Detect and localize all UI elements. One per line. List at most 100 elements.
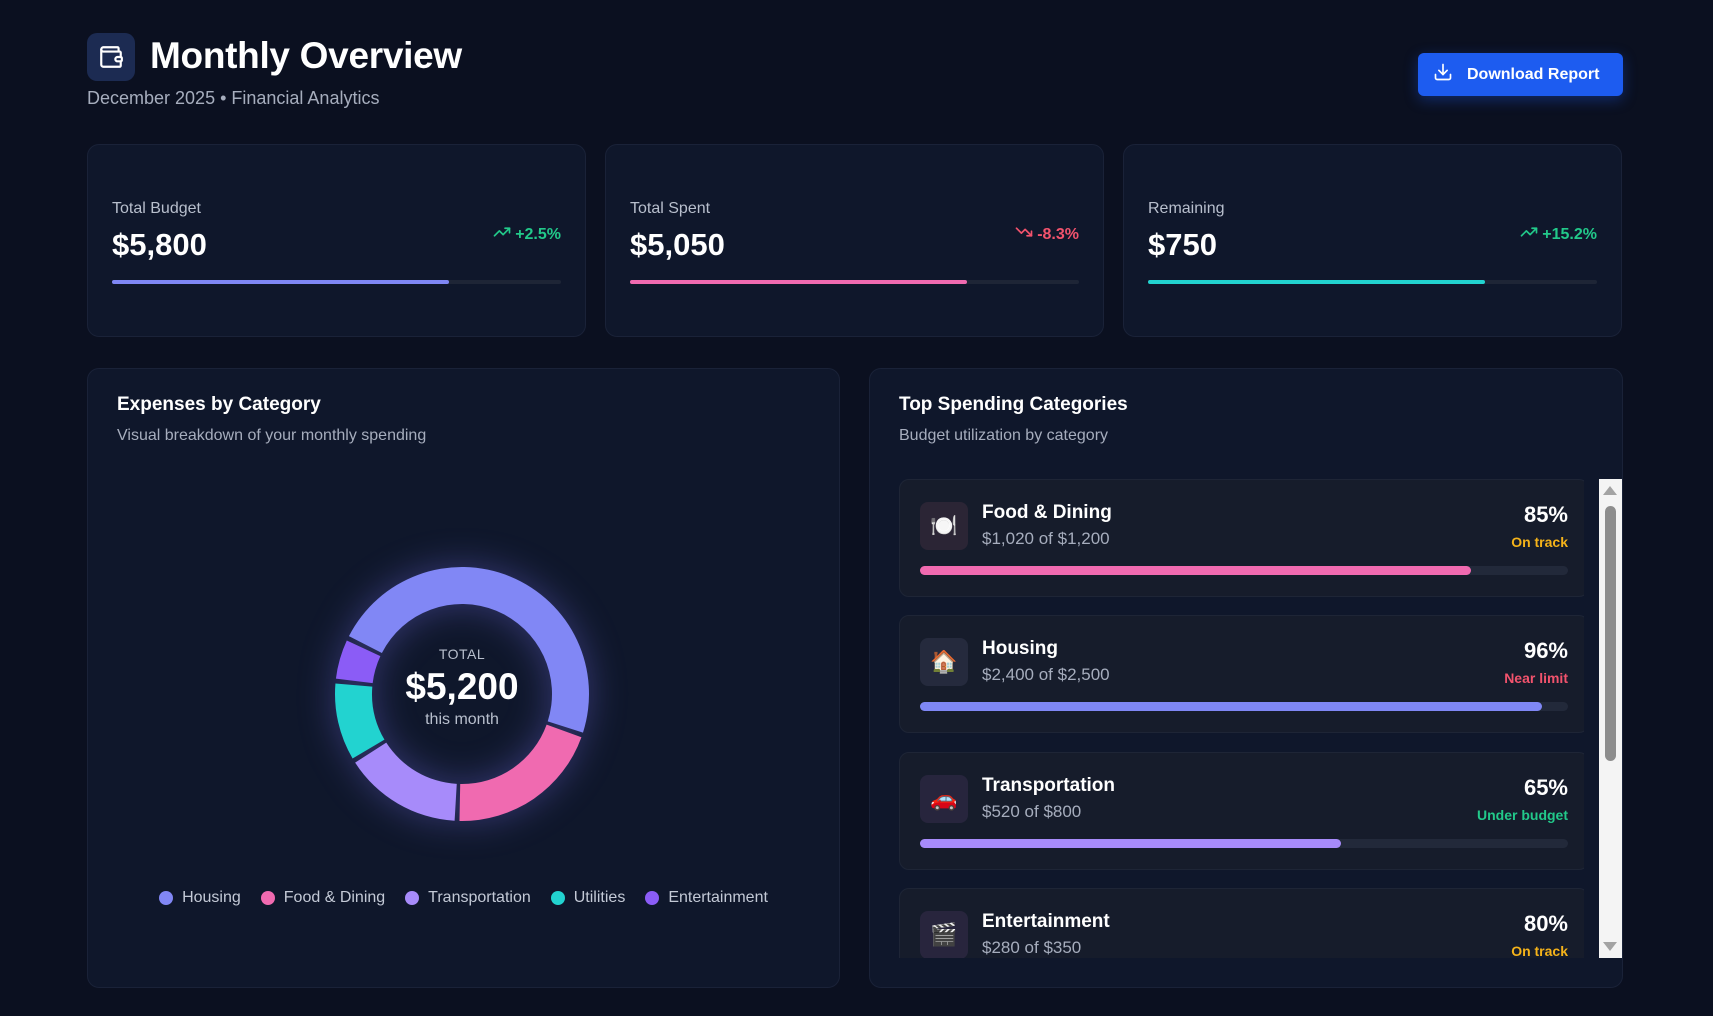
category-amount: $1,020 of $1,200 (982, 529, 1110, 548)
trend-down-icon (1015, 223, 1033, 246)
download-icon (1433, 62, 1453, 87)
stat-progress-track (630, 280, 1079, 284)
category-card-food-dining[interactable]: 🍽️ Food & Dining $1,020 of $1,200 85% On… (899, 479, 1584, 597)
scrollbar-thumb[interactable] (1605, 506, 1616, 761)
category-progress-track (920, 702, 1568, 711)
category-percent: 80% (1523, 911, 1568, 936)
category-name: Transportation (982, 775, 1116, 796)
clapperboard-icon: 🎬 (920, 911, 968, 958)
category-card-transportation[interactable]: 🚗 Transportation $520 of $800 65% Under … (899, 752, 1584, 870)
donut-chart: TOTAL $5,200 this month (317, 549, 607, 839)
legend-dot (550, 891, 565, 905)
category-status: On track (1511, 534, 1568, 550)
stat-card-total-budget: Total Budget $5,800 +2.5% (87, 144, 586, 337)
donut-total-value: $5,200 (405, 666, 519, 707)
donut-slice-entertainment[interactable] (335, 640, 381, 684)
scroll-down-arrow-icon[interactable] (1603, 942, 1617, 951)
legend-dot (405, 891, 420, 905)
panel-subtitle: Budget utilization by category (899, 427, 1109, 444)
category-card-housing[interactable]: 🏠 Housing $2,400 of $2,500 96% Near limi… (899, 615, 1584, 733)
category-percent: 96% (1523, 638, 1568, 663)
category-progress-fill (920, 702, 1543, 711)
chart-legend: Housing Food & Dining Transportation Uti… (88, 889, 839, 907)
stat-value: $750 (1148, 227, 1217, 262)
donut-total-label: TOTAL (438, 646, 486, 662)
legend-item-entertainment[interactable]: Entertainment (645, 889, 768, 907)
stat-label: Total Spent (630, 200, 711, 217)
legend-item-housing[interactable]: Housing (159, 889, 241, 907)
donut-slice-food-dining[interactable] (459, 724, 582, 821)
plate-icon: 🍽️ (920, 502, 968, 550)
legend-dot (260, 891, 275, 905)
legend-label: Utilities (573, 889, 626, 906)
page-title: Monthly Overview (150, 35, 462, 76)
stat-progress-fill (630, 280, 967, 284)
stat-progress-track (1148, 280, 1597, 284)
top-spending-panel: Top Spending Categories Budget utilizati… (869, 368, 1623, 988)
legend-item-utilities[interactable]: Utilities (550, 889, 626, 907)
stat-change: +15.2% (1520, 223, 1597, 246)
donut-center: TOTAL $5,200 this month (317, 549, 607, 839)
category-percent: 65% (1523, 775, 1568, 800)
trend-up-icon (493, 223, 511, 246)
wallet-icon (87, 33, 135, 81)
stat-change-value: +2.5% (515, 225, 561, 243)
legend-dot (645, 891, 660, 905)
download-report-label: Download Report (1467, 65, 1600, 83)
download-report-button[interactable]: Download Report (1418, 53, 1623, 96)
stat-label: Total Budget (112, 200, 201, 217)
category-status: Near limit (1504, 670, 1568, 686)
panel-title: Expenses by Category (117, 394, 321, 415)
panel-subtitle: Visual breakdown of your monthly spendin… (117, 427, 427, 444)
stat-value: $5,050 (630, 227, 725, 262)
scroll-up-arrow-icon[interactable] (1603, 486, 1617, 495)
stat-card-total-spent: Total Spent $5,050 -8.3% (605, 144, 1104, 337)
panel-title: Top Spending Categories (899, 394, 1128, 415)
stat-value: $5,800 (112, 227, 207, 262)
category-name: Entertainment (982, 911, 1110, 932)
category-card-entertainment[interactable]: 🎬 Entertainment $280 of $350 80% On trac… (899, 888, 1584, 958)
stat-progress-fill (1148, 280, 1485, 284)
trend-up-icon (1520, 223, 1538, 246)
category-progress-fill (920, 839, 1342, 848)
stat-progress-fill (112, 280, 449, 284)
legend-label: Housing (182, 889, 241, 906)
donut-slice-utilities[interactable] (335, 683, 385, 759)
legend-item-transportation[interactable]: Transportation (405, 889, 531, 907)
legend-dot (159, 891, 174, 905)
category-amount: $2,400 of $2,500 (982, 665, 1110, 684)
category-amount: $280 of $350 (982, 938, 1082, 957)
expenses-by-category-panel: Expenses by Category Visual breakdown of… (87, 368, 840, 988)
legend-item-food-dining[interactable]: Food & Dining (260, 889, 386, 907)
category-percent: 85% (1523, 502, 1568, 527)
donut-chart-svg (335, 567, 589, 821)
legend-label: Food & Dining (283, 889, 386, 906)
category-progress-track (920, 566, 1568, 575)
category-progress-fill (920, 566, 1471, 575)
legend-label: Entertainment (668, 889, 768, 906)
category-status: Under budget (1477, 807, 1568, 823)
donut-slice-housing[interactable] (348, 567, 589, 733)
stat-progress-track (112, 280, 561, 284)
stat-change-value: -8.3% (1037, 225, 1079, 243)
stat-change: -8.3% (1015, 223, 1079, 246)
category-progress-track (920, 839, 1568, 848)
spending-list-scrollbar[interactable] (1599, 479, 1622, 958)
house-icon: 🏠 (920, 638, 968, 686)
page-header: Monthly Overview December 2025 • Financi… (87, 33, 1623, 113)
stat-label: Remaining (1148, 200, 1225, 217)
stat-change: +2.5% (493, 223, 561, 246)
category-amount: $520 of $800 (982, 802, 1082, 821)
category-status: On track (1511, 943, 1568, 958)
stat-change-value: +15.2% (1542, 225, 1597, 243)
legend-label: Transportation (428, 889, 531, 906)
donut-slice-transportation[interactable] (355, 742, 457, 821)
stat-card-remaining: Remaining $750 +15.2% (1123, 144, 1622, 337)
page-subtitle: December 2025 • Financial Analytics (87, 88, 380, 108)
donut-total-sub: this month (425, 711, 499, 728)
car-icon: 🚗 (920, 775, 968, 823)
spending-list[interactable]: 🍽️ Food & Dining $1,020 of $1,200 85% On… (899, 479, 1584, 958)
category-name: Food & Dining (982, 502, 1112, 523)
category-name: Housing (982, 638, 1058, 659)
